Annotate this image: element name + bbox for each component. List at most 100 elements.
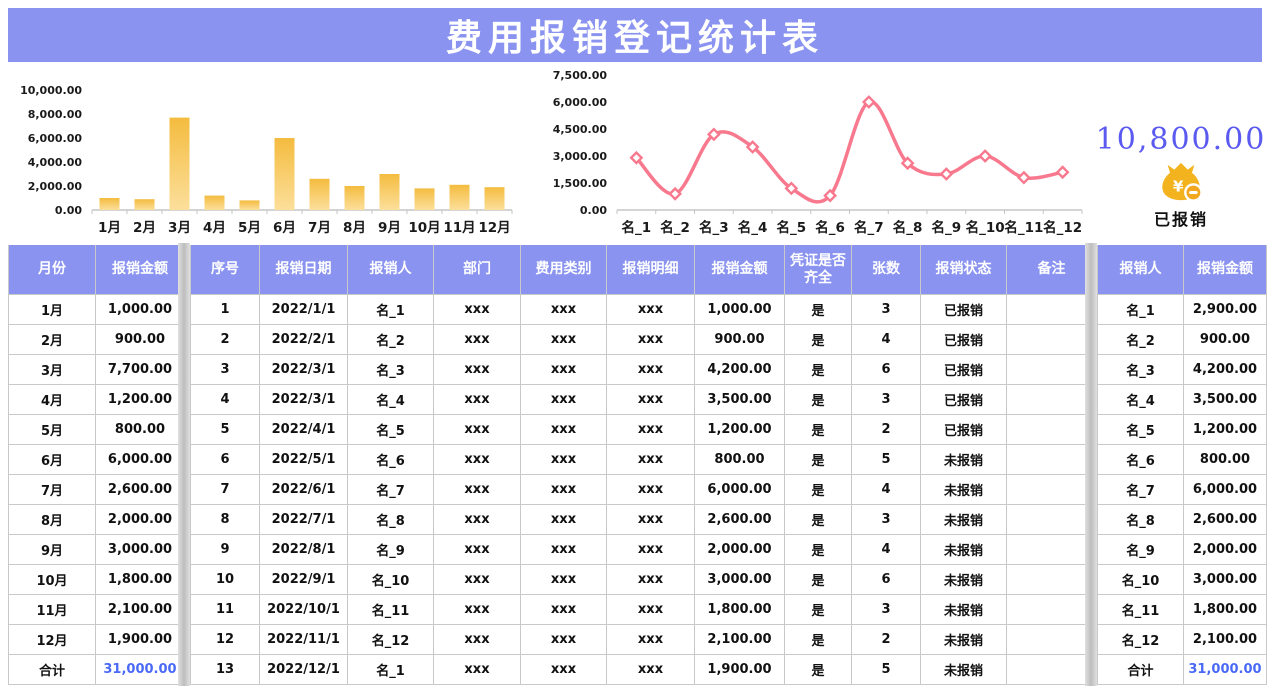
table-cell: 6 bbox=[852, 565, 920, 594]
svg-text:名_7: 名_7 bbox=[854, 219, 884, 236]
table-cell: xxx bbox=[607, 445, 694, 474]
svg-text:12月: 12月 bbox=[478, 220, 510, 236]
table-cell: 10月 bbox=[9, 565, 95, 594]
table-cell: 2,100.00 bbox=[695, 625, 784, 654]
svg-text:11月: 11月 bbox=[443, 220, 475, 236]
svg-text:名_10: 名_10 bbox=[966, 219, 1005, 236]
svg-text:10月: 10月 bbox=[408, 220, 440, 236]
table-cell bbox=[1007, 415, 1096, 444]
table-cell: xxx bbox=[521, 355, 606, 384]
table-cell: xxx bbox=[521, 655, 606, 684]
svg-text:8月: 8月 bbox=[343, 220, 366, 236]
table-cell: 5 bbox=[852, 655, 920, 684]
table-cell: 6 bbox=[852, 355, 920, 384]
svg-text:名_1: 名_1 bbox=[622, 219, 652, 236]
total-label-cell: 合计 bbox=[9, 655, 95, 684]
table-cell: 11月 bbox=[9, 595, 95, 624]
table-cell: 900.00 bbox=[96, 325, 184, 354]
table-cell: 3 bbox=[191, 355, 259, 384]
table-cell: xxx bbox=[521, 385, 606, 414]
table-cell: xxx bbox=[434, 565, 520, 594]
table-cell: 11 bbox=[191, 595, 259, 624]
table-cell: 未报销 bbox=[921, 505, 1006, 534]
table-cell: 未报销 bbox=[921, 475, 1006, 504]
table-cell: xxx bbox=[521, 445, 606, 474]
table-cell: 2022/4/1 bbox=[260, 415, 347, 444]
table-cell: 2 bbox=[191, 325, 259, 354]
table-cell: xxx bbox=[607, 475, 694, 504]
table-cell bbox=[1007, 505, 1096, 534]
table-cell: 未报销 bbox=[921, 655, 1006, 684]
table-cell bbox=[1007, 355, 1096, 384]
svg-text:名_4: 名_4 bbox=[738, 219, 768, 236]
svg-text:8,000.00: 8,000.00 bbox=[28, 108, 83, 121]
table-cell: 2022/8/1 bbox=[260, 535, 347, 564]
table-cell: 名_10 bbox=[348, 565, 433, 594]
table-cell: xxx bbox=[434, 445, 520, 474]
reimbursed-total-stat: 10,800.00 ¥ 已报销 bbox=[1092, 122, 1270, 232]
table-cell: xxx bbox=[434, 295, 520, 324]
table-cell: 4 bbox=[852, 325, 920, 354]
table-cell: 未报销 bbox=[921, 625, 1006, 654]
table-cell: 4月 bbox=[9, 385, 95, 414]
column-header: 部门 bbox=[434, 245, 520, 294]
svg-text:4,500.00: 4,500.00 bbox=[553, 123, 608, 136]
person-line-chart: 0.00 1,500.00 3,000.00 4,500.00 6,000.00 7,50… bbox=[522, 62, 1090, 242]
column-header: 序号 bbox=[191, 245, 259, 294]
table-cell: 3 bbox=[852, 595, 920, 624]
table-cell: 2月 bbox=[9, 325, 95, 354]
svg-text:名_11: 名_11 bbox=[1004, 219, 1043, 236]
table-cell: 3,500.00 bbox=[695, 385, 784, 414]
table-cell: 是 bbox=[785, 385, 851, 414]
table-cell: 未报销 bbox=[921, 535, 1006, 564]
table-cell: 未报销 bbox=[921, 445, 1006, 474]
table-cell: 是 bbox=[785, 355, 851, 384]
table-cell: xxx bbox=[607, 595, 694, 624]
table-cell: 3 bbox=[852, 385, 920, 414]
table-cell: 2,600.00 bbox=[96, 475, 184, 504]
table-cell: 2,000.00 bbox=[96, 505, 184, 534]
table-cell: 2 bbox=[852, 625, 920, 654]
table-cell: 已报销 bbox=[921, 295, 1006, 324]
table-cell bbox=[1007, 595, 1096, 624]
title-banner: 费用报销登记统计表 bbox=[8, 8, 1262, 62]
svg-text:3月: 3月 bbox=[168, 220, 191, 236]
table-cell: 900.00 bbox=[695, 325, 784, 354]
table-cell: 已报销 bbox=[921, 385, 1006, 414]
table-cell: 是 bbox=[785, 565, 851, 594]
table-cell: 12 bbox=[191, 625, 259, 654]
table-cell: 是 bbox=[785, 595, 851, 624]
svg-text:3,000.00: 3,000.00 bbox=[553, 150, 608, 163]
table-cell: 名_3 bbox=[1098, 355, 1183, 384]
table-cell: 名_1 bbox=[1098, 295, 1183, 324]
table-cell: xxx bbox=[434, 535, 520, 564]
stat-label: 已报销 bbox=[1153, 210, 1208, 229]
svg-text:名_12: 名_12 bbox=[1043, 219, 1082, 236]
table-cell: xxx bbox=[434, 415, 520, 444]
table-cell: 名_11 bbox=[1098, 595, 1183, 624]
detail-register-table: 序号 报销日期 报销人 部门 费用类别 报销明细 报销金额 凭证是否齐全 张数 报销状态 备注 1 20… bbox=[190, 245, 1097, 685]
total-value-cell: 31,000.00 bbox=[1184, 655, 1266, 684]
table-cell: 1,900.00 bbox=[96, 625, 184, 654]
svg-text:10,000.00: 10,000.00 bbox=[20, 84, 82, 97]
table-cell: 1,000.00 bbox=[695, 295, 784, 324]
svg-text:0.00: 0.00 bbox=[55, 204, 82, 217]
column-header: 报销人 bbox=[348, 245, 433, 294]
bar-chart-canvas: 0.00 2,000.00 4,000.00 6,000.00 8,000.00 10,0… bbox=[20, 84, 513, 236]
table-cell: xxx bbox=[434, 505, 520, 534]
page-title: 费用报销登记统计表 bbox=[445, 17, 824, 59]
table-cell: 已报销 bbox=[921, 325, 1006, 354]
table-cell: 名_9 bbox=[1098, 535, 1183, 564]
table-cell: xxx bbox=[607, 625, 694, 654]
svg-text:名_6: 名_6 bbox=[815, 219, 845, 236]
table-cell: 名_10 bbox=[1098, 565, 1183, 594]
table-cell: 名_6 bbox=[1098, 445, 1183, 474]
table-cell: 8月 bbox=[9, 505, 95, 534]
column-header: 凭证是否齐全 bbox=[785, 245, 851, 294]
svg-text:1,500.00: 1,500.00 bbox=[553, 177, 608, 190]
table-cell: 是 bbox=[785, 475, 851, 504]
table-cell: 名_1 bbox=[348, 655, 433, 684]
table-cell: 名_12 bbox=[348, 625, 433, 654]
table-cell: 7 bbox=[191, 475, 259, 504]
total-value-cell: 31,000.00 bbox=[96, 655, 184, 684]
